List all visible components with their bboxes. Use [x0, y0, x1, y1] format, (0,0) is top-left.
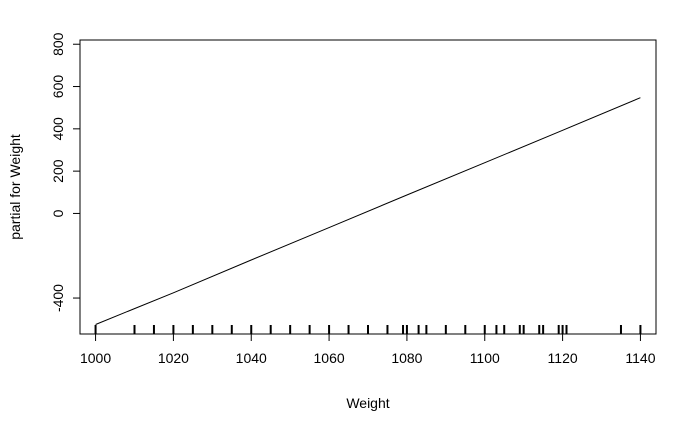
x-tick-label: 1000 — [80, 350, 111, 366]
x-tick-label: 1140 — [625, 350, 655, 366]
x-tick-label: 1040 — [236, 350, 267, 366]
x-tick-label: 1020 — [158, 350, 189, 366]
x-tick-label: 1100 — [470, 350, 500, 366]
x-axis: 1000 1020 1040 1060 1080 1100 1120 1140 — [80, 333, 656, 366]
rug-marks — [94, 325, 642, 334]
y-tick-label: 400 — [50, 117, 66, 141]
series-line — [95, 97, 641, 325]
y-axis-title: partial for Weight — [7, 134, 23, 240]
y-axis: -400 0 200 400 600 800 — [50, 32, 81, 312]
y-tick-label: 600 — [50, 75, 66, 99]
x-axis-title: Weight — [346, 395, 389, 411]
y-tick-label: 800 — [50, 32, 66, 56]
y-tick-label: -400 — [50, 284, 66, 312]
x-tick-label: 1120 — [548, 350, 578, 366]
plot-box — [79, 39, 657, 335]
y-tick-label: 0 — [50, 209, 66, 217]
x-tick-label: 1060 — [314, 350, 345, 366]
x-tick-label: 1080 — [391, 350, 422, 366]
y-tick-label: 200 — [50, 159, 66, 183]
